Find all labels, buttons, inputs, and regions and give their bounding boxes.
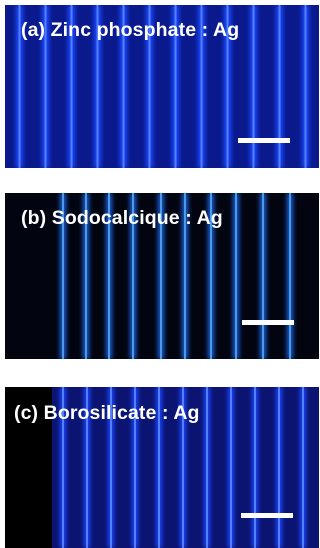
panel-b-scale-bar [242,320,294,325]
panel-c-label: (c) Borosilicate : Ag [14,402,200,424]
panel-a-label: (a) Zinc phosphate : Ag [21,19,240,41]
panel-c: (c) Borosilicate : Ag [5,387,319,548]
panel-a: (a) Zinc phosphate : Ag [5,5,319,168]
panel-a-image [5,5,319,168]
panel-a-scale-bar [238,138,290,143]
panel-b-label: (b) Sodocalcique : Ag [21,207,223,229]
panel-c-scale-bar [241,513,293,518]
panel-b: (b) Sodocalcique : Ag [5,193,319,359]
panel-c-image [5,387,319,548]
panel-b-image [5,193,319,359]
